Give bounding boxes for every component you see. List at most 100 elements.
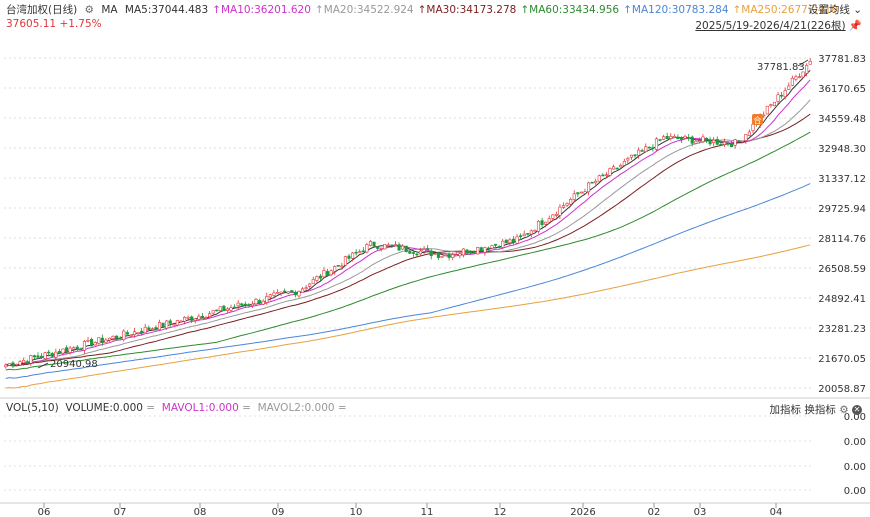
x-tick-label: 06: [38, 507, 51, 517]
ma5-line: [5, 70, 811, 366]
candle-body: [204, 317, 208, 319]
candle-body: [547, 218, 551, 223]
settings-label[interactable]: 设置均线: [807, 4, 850, 16]
ma-legend-item: ↑MA60:33434.956: [520, 4, 620, 16]
ma20-line: [5, 99, 811, 366]
candle-body: [268, 294, 272, 298]
candle-body: [443, 254, 448, 257]
candle-body: [250, 303, 255, 307]
candle-body: [43, 352, 47, 359]
candle-body: [22, 359, 26, 364]
candle-body: [672, 136, 676, 138]
candle-body: [397, 244, 401, 251]
candle-body: [329, 270, 333, 276]
chevron-down-icon[interactable]: ⌄: [853, 4, 862, 16]
candle-body: [82, 341, 86, 351]
close-icon[interactable]: ✕: [852, 405, 862, 415]
pin-icon[interactable]: 📌: [848, 20, 862, 32]
candle-body: [14, 363, 19, 366]
ma250-line: [5, 244, 811, 389]
volume-actions: 加指标 换指标 ⚙ ✕: [770, 402, 862, 417]
volume-tick-label: 0.00: [844, 486, 866, 497]
ma30-line: [5, 113, 811, 367]
candle-body: [100, 337, 104, 344]
candle-body: [50, 353, 54, 357]
candle-body: [18, 361, 22, 366]
candle-body: [411, 252, 415, 254]
candle-body: [147, 327, 151, 330]
candle-body: [72, 347, 76, 350]
candle-body: [390, 244, 394, 247]
gear-icon[interactable]: ⚙: [84, 4, 94, 16]
candle-body: [458, 253, 462, 257]
candle-body: [125, 332, 129, 335]
mavol2: MAVOL2:0.000: [257, 402, 335, 414]
candle-body: [576, 192, 580, 195]
candle-body: [637, 149, 641, 156]
candle-body: [501, 240, 505, 248]
candle-body: [619, 164, 623, 168]
candle-body: [694, 140, 698, 144]
candle-body: [429, 250, 433, 257]
candle-body: [304, 287, 308, 289]
candle-body: [647, 146, 651, 149]
candle-body: [679, 137, 684, 140]
chart-title: 台湾加权(日线): [6, 4, 78, 16]
ma-settings[interactable]: 设置均线 ⌄: [808, 2, 862, 17]
candle-body: [54, 351, 58, 358]
candle-body: [561, 205, 566, 208]
chart-header: 台湾加权(日线) ⚙ MA MA5:37044.483 ↑MA10:36201.6…: [6, 2, 846, 17]
candle-body: [311, 279, 315, 284]
volume-tick-label: 0.00: [844, 462, 866, 473]
add-indicator-button[interactable]: 加指标: [769, 404, 802, 416]
candle-body: [608, 168, 612, 176]
candle-body: [240, 303, 244, 306]
switch-indicator-button[interactable]: 换指标: [804, 404, 836, 416]
y-tick-label: 29725.94: [818, 204, 866, 215]
y-tick-label: 24892.41: [818, 294, 866, 305]
candle-body: [662, 136, 666, 140]
candle-body: [68, 347, 72, 353]
candle-body: [75, 346, 79, 350]
low-pointer: [37, 362, 49, 369]
date-range: 2025/5/19-2026/4/21(226根) 📌: [695, 18, 862, 33]
candle-body: [497, 246, 501, 249]
candle-body: [347, 255, 351, 259]
candle-body: [361, 250, 365, 253]
candle-body: [265, 296, 269, 303]
ma60-line: [5, 131, 811, 371]
candle-body: [676, 136, 680, 140]
candle-body: [326, 271, 330, 276]
x-tick-label: 04: [770, 507, 783, 517]
candle-body: [79, 348, 83, 351]
candle-body: [129, 334, 133, 337]
candle-body: [308, 283, 312, 287]
candle-body: [25, 361, 29, 364]
volume-header: VOL(5,10) VOLUME:0.000 = MAVOL1:0.000 = …: [6, 402, 347, 414]
candle-body: [132, 331, 137, 335]
candle-body: [440, 256, 444, 258]
candle-body: [544, 221, 548, 225]
candle-body: [254, 298, 258, 305]
candle-body: [215, 309, 219, 312]
candle-body: [601, 174, 605, 177]
ma120-line: [5, 183, 811, 379]
candle-body: [469, 251, 473, 254]
candle-body: [572, 193, 576, 200]
candle-body: [797, 76, 802, 78]
candle-body: [32, 355, 36, 358]
candle-body: [436, 252, 440, 258]
candle-body: [140, 330, 144, 334]
candle-body: [604, 174, 608, 176]
gear-icon[interactable]: ⚙: [839, 404, 849, 416]
indicator-name[interactable]: MA: [101, 4, 118, 16]
candle-body: [236, 302, 240, 307]
candle-body: [522, 233, 526, 237]
candle-body: [787, 85, 791, 90]
candle-body: [333, 266, 337, 272]
candle-body: [65, 347, 69, 353]
candle-body: [433, 253, 437, 255]
candle-body: [275, 292, 280, 294]
y-tick-label: 36170.65: [818, 84, 866, 95]
